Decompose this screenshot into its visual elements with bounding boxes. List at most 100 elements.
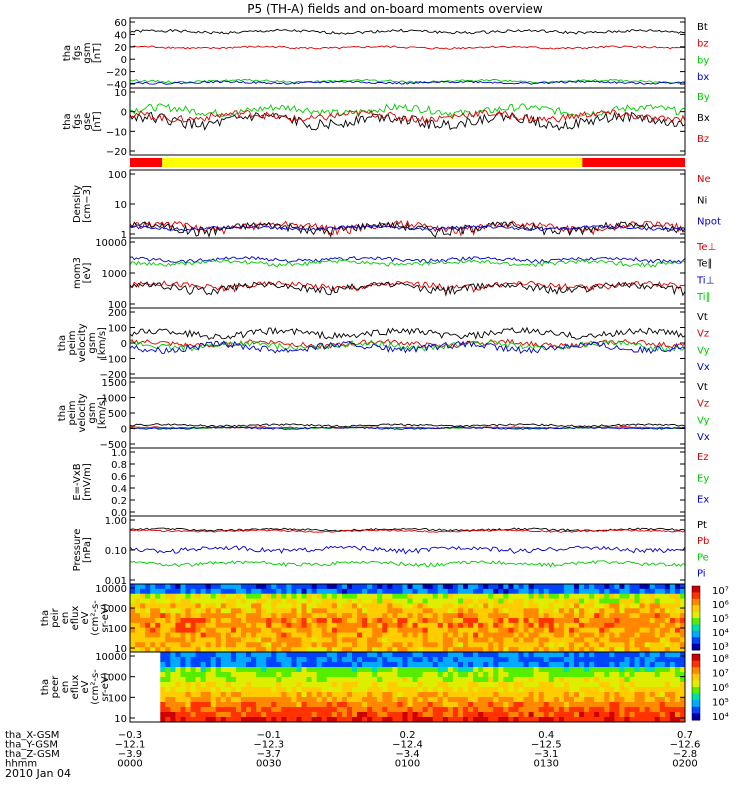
spectrogram-cell: [442, 707, 449, 713]
spectrogram-cell: [442, 637, 449, 643]
spectrogram-cell: [452, 677, 459, 683]
spectrogram-cell: [382, 692, 388, 698]
spectrogram-cell: [402, 652, 408, 658]
spectrogram-cell: [654, 662, 661, 668]
spectrogram-cell: [604, 588, 610, 595]
spectrogram-cell: [326, 627, 333, 634]
spectrogram-cell: [135, 692, 141, 698]
y-axis-label: en: [60, 612, 71, 625]
spectrogram-cell: [442, 588, 449, 595]
spectrogram-cell: [341, 717, 348, 723]
spectrogram-cell: [493, 652, 499, 658]
spectrogram-cell: [558, 642, 565, 648]
spectrogram-cell: [584, 618, 590, 624]
y-axis-label: tha: [40, 610, 51, 626]
spectrogram-cell: [437, 652, 444, 658]
spectrogram-cell: [311, 593, 318, 600]
spectrogram-cell: [256, 647, 262, 653]
spectrogram-cell: [634, 712, 641, 718]
spectrogram-cell: [614, 677, 620, 683]
series-line-bz: [129, 45, 686, 50]
spectrogram-cell: [478, 672, 484, 678]
spectrogram-cell: [508, 717, 514, 723]
spectrogram-cell: [175, 712, 181, 718]
spectrogram-cell: [488, 682, 494, 688]
spectrogram-cell: [533, 657, 540, 663]
spectrogram-cell: [256, 637, 262, 643]
spectrogram-cell: [452, 613, 459, 619]
y-axis-label: gsm: [82, 42, 93, 63]
spectrogram-cell: [352, 687, 358, 693]
spectrogram-cell: [432, 613, 439, 619]
spectrogram-cell: [235, 622, 242, 629]
spectrogram-cell: [165, 717, 171, 723]
spectrogram-cell: [478, 598, 484, 604]
spectrogram-cell: [165, 642, 171, 648]
spectrogram-cell: [654, 707, 661, 713]
spectrogram-cell: [165, 682, 171, 688]
legend-By: By: [697, 92, 710, 103]
legend-Ey: Ey: [697, 473, 709, 484]
spectrogram-cell: [533, 598, 540, 604]
spectrogram-cell: [185, 588, 192, 595]
spectrogram-cell: [377, 642, 383, 648]
spectrogram-cell: [402, 717, 408, 723]
spectrogram-cell: [145, 692, 151, 698]
spectrogram-cell: [644, 598, 651, 604]
spectrogram-cell: [291, 647, 297, 653]
spectrogram-cell: [291, 702, 297, 708]
spectrogram-cell: [150, 712, 156, 718]
spectrogram-cell: [160, 647, 166, 653]
spectrogram-cell: [200, 622, 207, 629]
spectrogram-cell: [478, 584, 484, 590]
spectrogram-cell: [382, 707, 388, 713]
spectrogram-cell: [336, 584, 343, 590]
spectrogram-cell: [649, 672, 656, 678]
spectrogram-cell: [468, 642, 474, 648]
spectrogram-cell: [316, 632, 323, 638]
spectrogram-cell: [261, 618, 267, 624]
spectrogram-cell: [271, 622, 277, 629]
spectrogram-cell: [432, 618, 439, 624]
spectrogram-cell: [301, 682, 308, 688]
spectrogram-cell: [301, 707, 308, 713]
spectrogram-cell: [513, 697, 519, 703]
spectrogram-cell: [654, 657, 661, 663]
spectrogram-cell: [230, 667, 237, 673]
spectrogram-cell: [311, 613, 318, 619]
spectrogram-cell: [331, 667, 338, 673]
spectrogram-cell: [326, 632, 333, 638]
spectrogram-cell: [478, 627, 484, 634]
spectrogram-cell: [382, 662, 388, 668]
spectrogram-cell: [473, 712, 479, 718]
spectrogram-cell: [175, 588, 181, 595]
spectrogram-cell: [644, 707, 651, 713]
spectrogram-cell: [397, 622, 403, 629]
spectrogram-cell: [150, 662, 156, 668]
spectrogram-cell: [145, 672, 151, 678]
spectrogram-cell: [599, 657, 605, 663]
spectrogram-cell: [331, 697, 338, 703]
spectrogram-cell: [372, 593, 378, 600]
spectrogram-cell: [457, 642, 464, 648]
spectrogram-cell: [493, 627, 499, 634]
spectrogram-cell: [230, 608, 237, 614]
spectrogram-cell: [679, 622, 686, 629]
spectrogram-cell: [654, 647, 661, 653]
spectrogram-cell: [301, 627, 308, 634]
spectrogram-cell: [488, 637, 494, 643]
spectrogram-cell: [483, 603, 489, 609]
spectrogram-cell: [407, 618, 414, 624]
spectrogram-cell: [392, 717, 398, 723]
spectrogram-cell: [679, 613, 686, 619]
spectrogram-cell: [246, 652, 252, 658]
spectrogram-cell: [548, 667, 555, 673]
spectrogram-cell: [225, 618, 232, 624]
spectrogram-cell: [483, 692, 489, 698]
spectrogram-cell: [387, 717, 393, 723]
spectrogram-cell: [584, 603, 590, 609]
spectrogram-cell: [210, 593, 217, 600]
spectrogram-cell: [407, 697, 414, 703]
spectrogram-cell: [679, 667, 686, 673]
spectrogram-cell: [271, 642, 277, 648]
